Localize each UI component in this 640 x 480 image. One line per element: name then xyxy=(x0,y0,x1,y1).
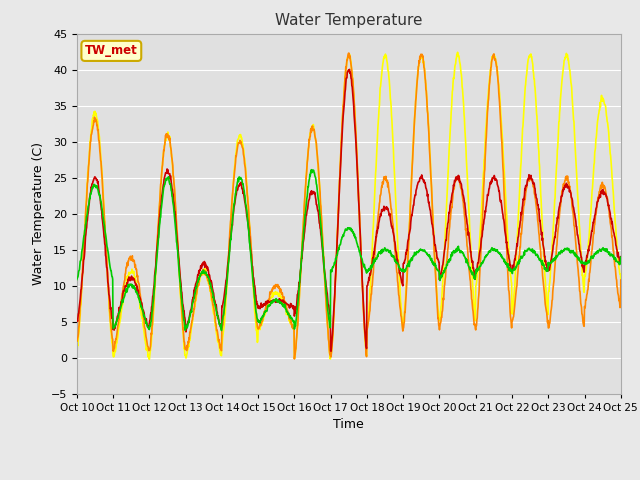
Line: WaterT_3: WaterT_3 xyxy=(77,52,640,360)
WaterT_3 xyxy=(589,172,597,178)
WaterT_2 xyxy=(73,337,81,343)
WaterT_3 xyxy=(352,133,360,139)
Text: TW_met: TW_met xyxy=(85,44,138,58)
WaterT_3 xyxy=(454,49,461,55)
H2O_Temp xyxy=(342,226,349,232)
H2O_Temp xyxy=(504,261,512,267)
WaterT_1 xyxy=(589,219,597,225)
Y-axis label: Water Temperature (C): Water Temperature (C) xyxy=(32,142,45,285)
WaterT_1 xyxy=(327,348,335,354)
H2O_Temp xyxy=(589,253,597,259)
Line: WaterT_2: WaterT_2 xyxy=(77,53,640,359)
WaterT_2 xyxy=(164,131,172,137)
Title: Water Temperature: Water Temperature xyxy=(275,13,422,28)
WaterT_2 xyxy=(353,142,360,147)
H2O_Temp xyxy=(164,175,172,180)
H2O_Temp xyxy=(308,167,316,173)
X-axis label: Time: Time xyxy=(333,418,364,431)
WaterT_3 xyxy=(341,78,349,84)
WaterT_2 xyxy=(589,233,597,239)
WaterT_2 xyxy=(341,74,349,80)
WaterT_2 xyxy=(345,50,353,56)
WaterT_1 xyxy=(341,89,349,95)
WaterT_1 xyxy=(164,170,172,176)
WaterT_1 xyxy=(504,252,512,257)
WaterT_3 xyxy=(504,241,512,247)
WaterT_1 xyxy=(346,67,353,72)
WaterT_3 xyxy=(164,129,172,135)
Line: WaterT_1: WaterT_1 xyxy=(77,70,640,351)
Line: H2O_Temp: H2O_Temp xyxy=(77,170,640,331)
WaterT_2 xyxy=(504,276,512,282)
WaterT_3 xyxy=(145,357,153,362)
WaterT_3 xyxy=(73,346,81,352)
H2O_Temp xyxy=(218,328,225,334)
H2O_Temp xyxy=(353,238,360,244)
H2O_Temp xyxy=(73,276,81,282)
WaterT_1 xyxy=(353,148,360,154)
Legend: WaterT_1, WaterT_2, WaterT_3, H2O_Temp: WaterT_1, WaterT_2, WaterT_3, H2O_Temp xyxy=(141,479,557,480)
WaterT_2 xyxy=(291,356,298,362)
WaterT_1 xyxy=(73,317,81,323)
